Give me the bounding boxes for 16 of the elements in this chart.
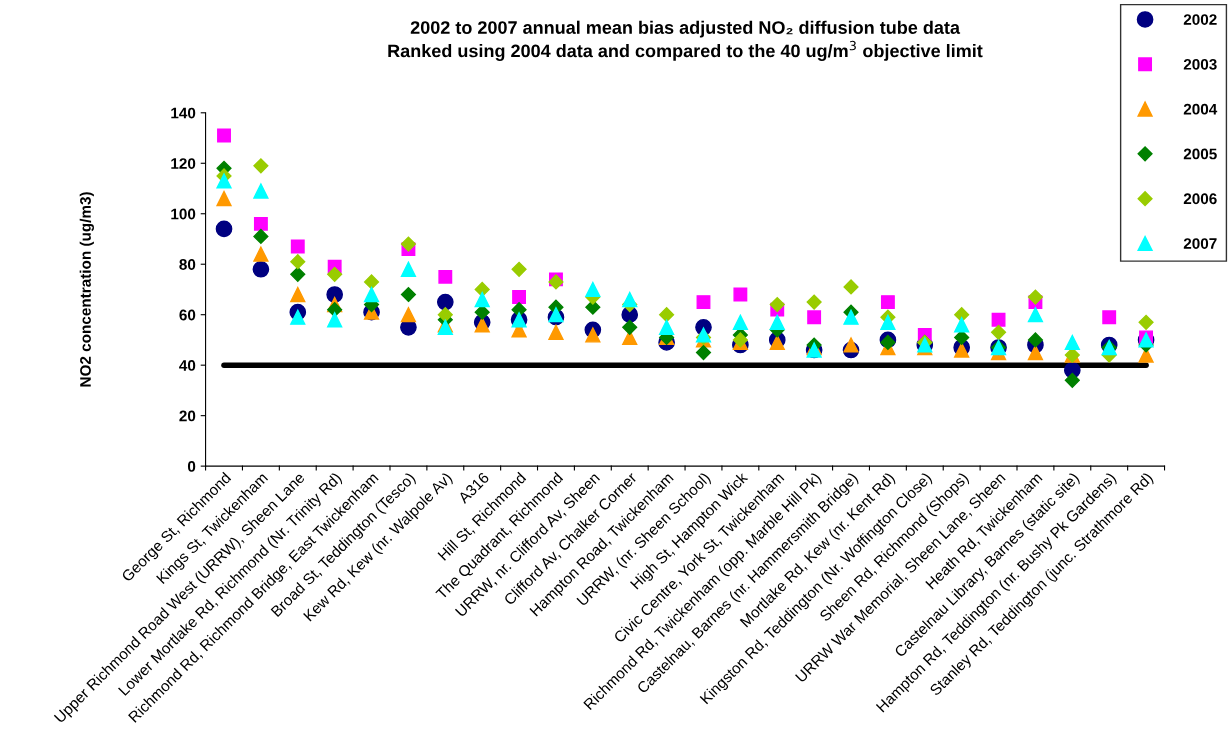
y-axis-title: NO2 concentration (ug/m3) (79, 192, 94, 387)
y-tick-label: 40 (179, 360, 196, 371)
legend-label: 2006 (1183, 193, 1217, 205)
legend-label: 2007 (1183, 238, 1217, 249)
y-tick-label: 80 (179, 259, 196, 270)
chart-title: 2002 to 2007 annual mean bias adjusted NO₂ diffusion tube data Ranked using 2004 data and compared to the 40 ug/m$^{3}$ objective limit (388, 20, 983, 61)
y-tick-label: 20 (179, 410, 196, 422)
legend-label: 2003 (1183, 58, 1217, 70)
legend-label: 2002 (1183, 14, 1217, 25)
legend-label: 2004 (1183, 103, 1218, 115)
y-tick-label: 60 (179, 309, 196, 321)
y-tick-label: 100 (171, 208, 196, 220)
y-tick-label: 140 (171, 107, 196, 119)
y-tick-label: 120 (171, 158, 196, 169)
legend-label: 2005 (1183, 148, 1217, 160)
y-tick-label: 0 (187, 461, 196, 472)
